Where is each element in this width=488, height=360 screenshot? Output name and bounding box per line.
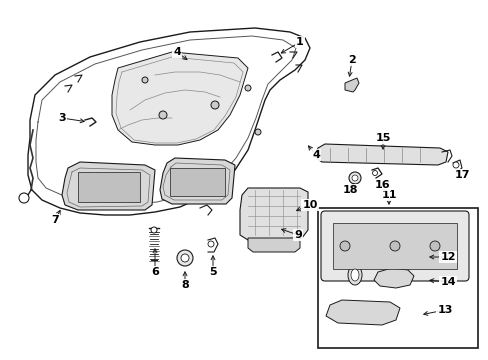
Circle shape — [339, 241, 349, 251]
FancyBboxPatch shape — [320, 211, 468, 281]
Polygon shape — [247, 238, 299, 252]
Circle shape — [142, 77, 148, 83]
Circle shape — [181, 254, 189, 262]
Circle shape — [210, 101, 219, 109]
Polygon shape — [62, 162, 155, 210]
Circle shape — [207, 241, 214, 247]
Polygon shape — [315, 144, 447, 165]
Text: 6: 6 — [151, 267, 159, 277]
Text: 15: 15 — [375, 133, 390, 143]
Text: 4: 4 — [311, 150, 319, 160]
Text: 12: 12 — [439, 252, 455, 262]
Bar — [332, 223, 456, 269]
Circle shape — [351, 175, 357, 181]
Circle shape — [452, 162, 458, 168]
Ellipse shape — [350, 269, 358, 281]
Text: 18: 18 — [342, 185, 357, 195]
Circle shape — [19, 193, 29, 203]
Text: 10: 10 — [302, 200, 317, 210]
Polygon shape — [345, 78, 358, 92]
Polygon shape — [160, 158, 235, 204]
Text: 17: 17 — [453, 170, 469, 180]
Bar — [317, 208, 477, 348]
Circle shape — [389, 241, 399, 251]
Text: 3: 3 — [58, 113, 66, 123]
Polygon shape — [28, 28, 309, 215]
Polygon shape — [411, 250, 431, 262]
Text: 5: 5 — [209, 267, 216, 277]
Text: 4: 4 — [173, 47, 181, 57]
Circle shape — [254, 129, 261, 135]
Polygon shape — [112, 52, 247, 145]
Polygon shape — [373, 268, 413, 288]
Text: 13: 13 — [436, 305, 452, 315]
Polygon shape — [325, 300, 399, 325]
Text: 9: 9 — [293, 230, 301, 240]
Text: 1: 1 — [296, 37, 303, 47]
Bar — [78, 172, 140, 202]
Text: 7: 7 — [51, 215, 59, 225]
Circle shape — [348, 172, 360, 184]
Circle shape — [177, 250, 193, 266]
Circle shape — [372, 171, 377, 175]
Text: 16: 16 — [373, 180, 389, 190]
Text: 11: 11 — [381, 190, 396, 200]
Circle shape — [151, 227, 157, 233]
Text: 14: 14 — [439, 277, 455, 287]
Text: 2: 2 — [347, 55, 355, 65]
Circle shape — [159, 111, 167, 119]
Ellipse shape — [347, 265, 361, 285]
Polygon shape — [240, 188, 307, 240]
Text: 8: 8 — [181, 280, 188, 290]
Circle shape — [244, 85, 250, 91]
Bar — [170, 168, 224, 196]
Circle shape — [429, 241, 439, 251]
